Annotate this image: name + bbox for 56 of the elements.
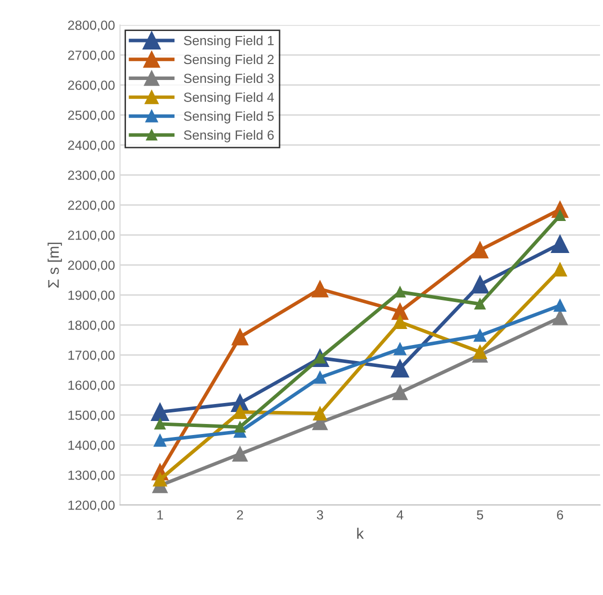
- point: [154, 418, 166, 430]
- y-tick-label: 2800,00: [68, 20, 115, 32]
- x-tick-label: 4: [396, 510, 404, 520]
- y-tick-label: 2100,00: [68, 230, 115, 242]
- point: [314, 371, 326, 384]
- y-tick-label: 1800,00: [68, 320, 115, 332]
- x-tick-label: 2: [236, 510, 244, 520]
- legend-label: Sensing Field 2: [184, 54, 274, 67]
- point: [393, 315, 407, 329]
- point: [390, 359, 410, 378]
- legend-label: Sensing Field 5: [184, 111, 274, 124]
- point: [472, 242, 488, 258]
- y-tick-label: 1300,00: [68, 470, 115, 482]
- y-tick-label: 1600,00: [68, 380, 115, 392]
- point: [554, 210, 566, 222]
- point: [232, 446, 248, 462]
- point: [474, 329, 486, 342]
- legend-label: Sensing Field 1: [184, 36, 274, 48]
- point: [312, 280, 328, 298]
- x-tick-label: 6: [557, 510, 564, 520]
- x-tick-label: 5: [476, 510, 484, 520]
- point: [394, 342, 406, 356]
- y-tick-label: 2700,00: [68, 50, 115, 62]
- point: [234, 421, 246, 433]
- point: [150, 402, 170, 422]
- point: [233, 405, 247, 419]
- point: [554, 299, 566, 312]
- point: [474, 298, 486, 310]
- y-tick-label: 1400,00: [68, 440, 115, 452]
- x-axis-title: k: [357, 528, 364, 539]
- point: [313, 406, 327, 420]
- point: [392, 384, 408, 400]
- y-tick-label: 2300,00: [68, 170, 115, 182]
- y-axis-title: Σ s [m]: [48, 242, 62, 288]
- point: [232, 328, 248, 346]
- point: [153, 472, 167, 486]
- y-tick-label: 1200,00: [68, 500, 115, 512]
- y-tick-label: 2400,00: [68, 140, 115, 152]
- x-tick-label: 1: [157, 510, 164, 520]
- y-tick-label: 2000,00: [68, 260, 115, 272]
- legend-label: Sensing Field 6: [184, 130, 274, 142]
- point: [154, 434, 166, 447]
- legend-label: Sensing Field 3: [184, 73, 274, 86]
- point: [470, 275, 490, 294]
- point: [552, 310, 568, 326]
- y-tick-label: 2200,00: [68, 200, 115, 212]
- point: [473, 345, 487, 359]
- y-tick-label: 1900,00: [68, 290, 115, 302]
- y-tick-label: 1500,00: [68, 410, 115, 422]
- x-tick-label: 3: [316, 510, 324, 520]
- legend-label: Sensing Field 4: [184, 92, 274, 105]
- point: [550, 234, 570, 254]
- point: [553, 262, 567, 276]
- y-tick-label: 2600,00: [68, 80, 115, 92]
- y-tick-label: 1700,00: [68, 350, 115, 362]
- y-tick-label: 2500,00: [68, 110, 115, 122]
